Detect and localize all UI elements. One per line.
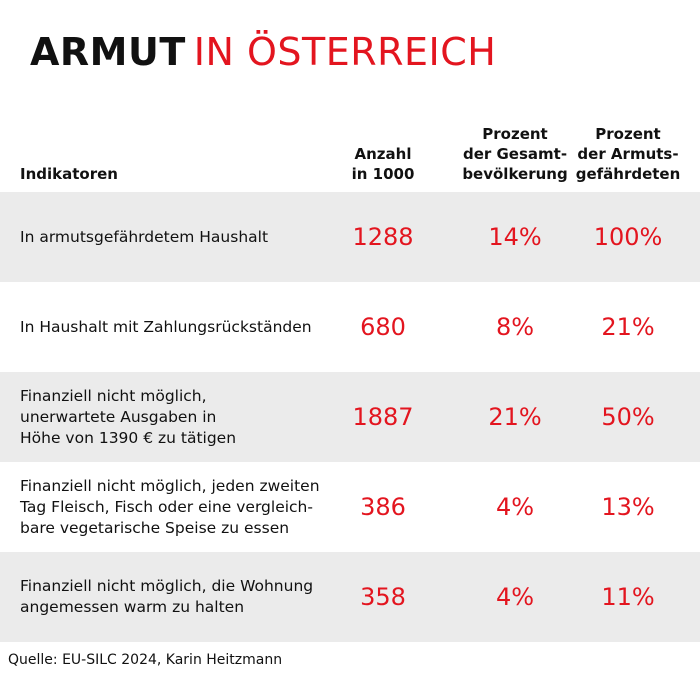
value-cell: 14%: [488, 223, 542, 251]
header-line: Anzahl: [354, 145, 412, 163]
value-cell: 4%: [495, 583, 535, 611]
header-line: Prozent: [595, 125, 661, 143]
header-line: Prozent: [482, 125, 548, 143]
indicator: Finanziell nicht möglich, die Wohnung ang…: [20, 552, 313, 642]
indicator: In armutsgefährdetem Haushalt: [20, 192, 268, 282]
table-row: In armutsgefährdetem Haushalt 1288 14% 100%: [0, 192, 700, 282]
header-line: der Armuts-: [577, 145, 679, 163]
title: ARMUT IN ÖSTERREICH: [30, 30, 496, 74]
header-cell: Prozent der Gesamt-bevölkerung: [455, 100, 575, 190]
indicator: Finanziell nicht möglich, unerwartete Aus…: [20, 372, 236, 462]
indicator: Finanziell nicht möglich, jeden zweiten T…: [20, 462, 320, 552]
value-cell: 21%: [601, 313, 655, 341]
value-cell: 1887: [352, 403, 414, 431]
title-bold: ARMUT: [30, 30, 186, 74]
value-cell: 386: [360, 493, 406, 521]
indicator-line: Höhe von 1390 € zu tätigen: [20, 428, 237, 447]
indicator-line: Finanziell nicht möglich, jeden zweiten: [20, 476, 320, 495]
title-rest: IN ÖSTERREICH: [193, 30, 497, 74]
header-cell: Indikatoren: [20, 100, 118, 190]
value-cell: 8%: [495, 313, 535, 341]
indicator-line: In armutsgefährdetem Haushalt: [20, 227, 269, 246]
table-row: Finanziell nicht möglich, jeden zweiten T…: [0, 462, 700, 552]
indicator-line: Finanziell nicht möglich,: [20, 386, 207, 405]
value-cell: 21%: [488, 403, 542, 431]
value-cell: 680: [360, 313, 406, 341]
source: Quelle: EU-SILC 2024, Karin Heitzmann: [8, 652, 283, 668]
indicator-line: In Haushalt mit Zahlungsrückständen: [20, 317, 312, 336]
value-cell: 358: [360, 583, 406, 611]
value-cell: 100%: [593, 223, 663, 251]
indicator-line: bare vegetarische Speise zu essen: [20, 518, 290, 537]
indicator-line: unerwartete Ausgaben in: [20, 407, 217, 426]
table-row: Finanziell nicht möglich, unerwartete Aus…: [0, 372, 700, 462]
table-row: Finanziell nicht möglich, die Wohnung ang…: [0, 552, 700, 642]
header-cell: Anzahl in 1000: [323, 100, 443, 190]
header-cell: Prozent der Armuts-gefährdeten: [568, 100, 688, 190]
header-line: bevölkerung: [462, 165, 568, 183]
header-line: gefährdeten: [575, 165, 681, 183]
value-cell: 1288: [352, 223, 414, 251]
indicator-line: angemessen warm zu halten: [20, 598, 245, 616]
indicator: In Haushalt mit Zahlungsrückständen: [20, 282, 312, 372]
header-line: Indikatoren: [20, 165, 118, 183]
value-cell: 4%: [495, 493, 535, 521]
indicator-line: Tag Fleisch, Fisch oder eine vergleich-: [20, 497, 313, 516]
value-cell: 11%: [601, 583, 655, 611]
header-row: Indikatoren Anzahl in 1000 Prozent der Gesam…: [0, 100, 700, 190]
header-line: in 1000: [351, 165, 415, 183]
value-cell: 50%: [601, 403, 655, 431]
value-cell: 13%: [601, 493, 655, 521]
indicator-line: Finanziell nicht möglich, die Wohnung: [20, 577, 314, 595]
table-row: In Haushalt mit Zahlungsrückständen 680 8%…: [0, 282, 700, 372]
header-line: der Gesamt-: [462, 145, 568, 163]
